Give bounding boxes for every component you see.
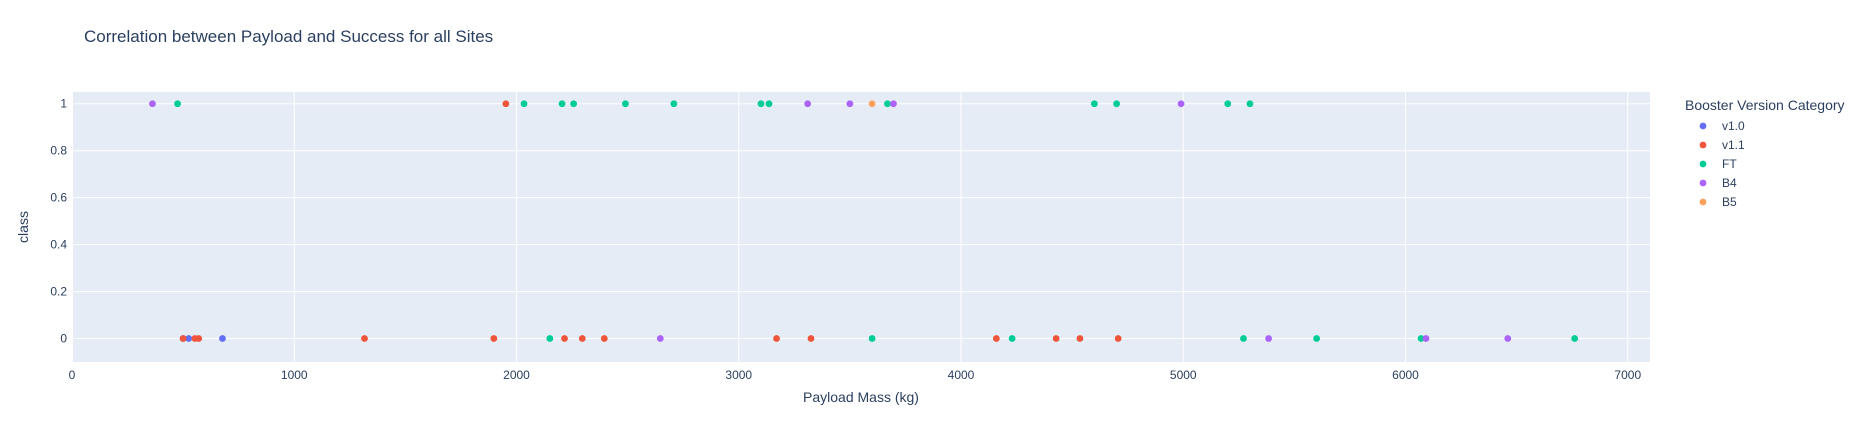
- x-tick-label: 7000: [1614, 368, 1641, 382]
- data-point-b5[interactable]: [868, 100, 876, 108]
- legend-marker: [1699, 160, 1707, 168]
- data-point-v1-1[interactable]: [490, 335, 498, 342]
- data-point-ft[interactable]: [757, 100, 765, 108]
- x-tick-label: 3000: [725, 368, 752, 382]
- data-point-ft[interactable]: [670, 100, 678, 108]
- legend-marker: [1699, 198, 1707, 206]
- x-tick-label: 5000: [1170, 368, 1197, 382]
- data-point-v1-1[interactable]: [195, 335, 203, 342]
- data-point-v1-1[interactable]: [179, 335, 187, 342]
- data-point-b4[interactable]: [846, 100, 854, 108]
- data-point-v1-1[interactable]: [1114, 335, 1122, 342]
- y-tick-label: 0.4: [50, 238, 67, 252]
- data-point-v1-1[interactable]: [1076, 335, 1084, 342]
- data-point-v1-1[interactable]: [600, 335, 608, 342]
- data-point-v1-0[interactable]: [185, 335, 193, 342]
- x-tick-label: 6000: [1392, 368, 1419, 382]
- x-tick-label: 0: [69, 368, 76, 382]
- legend-marker: [1699, 179, 1707, 187]
- data-point-b4[interactable]: [804, 100, 812, 108]
- y-tick-label: 0.6: [50, 191, 67, 205]
- y-tick-label: 0.8: [50, 144, 67, 158]
- data-point-v1-1[interactable]: [361, 335, 368, 342]
- gridlines: [71, 92, 1650, 362]
- data-point-ft[interactable]: [884, 100, 891, 108]
- data-point-b4[interactable]: [1265, 335, 1273, 342]
- data-point-ft[interactable]: [1090, 100, 1098, 108]
- data-point-ft[interactable]: [868, 335, 876, 342]
- legend-item-label[interactable]: B4: [1722, 176, 1737, 190]
- legend-item-label[interactable]: FT: [1722, 157, 1737, 171]
- legend[interactable]: Booster Version Category v1.0 v1.1 FT B4 B5: [1685, 97, 1845, 209]
- data-point-ft[interactable]: [1008, 335, 1016, 342]
- data-point-ft[interactable]: [765, 100, 773, 108]
- data-point-v1-1[interactable]: [992, 335, 1000, 342]
- data-point-ft[interactable]: [520, 100, 528, 108]
- legend-title: Booster Version Category: [1685, 97, 1845, 113]
- data-point-b4[interactable]: [656, 335, 664, 342]
- chart-title: Correlation between Payload and Success …: [84, 27, 493, 46]
- data-point-ft[interactable]: [558, 100, 566, 108]
- data-point-ft[interactable]: [570, 100, 578, 108]
- y-tick-label: 0: [60, 332, 67, 346]
- y-tick-label: 0.2: [50, 285, 67, 299]
- legend-item-label[interactable]: v1.0: [1722, 119, 1745, 133]
- legend-item-label[interactable]: B5: [1722, 195, 1737, 209]
- data-point-b4[interactable]: [1177, 100, 1185, 108]
- data-point-b4[interactable]: [890, 100, 897, 108]
- legend-marker: [1699, 122, 1707, 130]
- data-point-ft[interactable]: [1571, 335, 1579, 342]
- data-point-ft[interactable]: [174, 100, 181, 108]
- y-tick-label: 1: [60, 97, 67, 111]
- data-points: [149, 100, 1579, 342]
- data-point-ft[interactable]: [1246, 100, 1254, 108]
- data-point-ft[interactable]: [1224, 100, 1232, 108]
- x-tick-label: 2000: [503, 368, 530, 382]
- data-point-ft[interactable]: [622, 100, 629, 108]
- data-point-ft[interactable]: [1113, 100, 1120, 108]
- data-point-ft[interactable]: [1240, 335, 1247, 342]
- data-point-b4[interactable]: [149, 100, 156, 108]
- legend-item-label[interactable]: v1.1: [1722, 138, 1745, 152]
- x-tick-label: 1000: [281, 368, 308, 382]
- data-point-ft[interactable]: [1313, 335, 1321, 342]
- legend-marker: [1699, 141, 1707, 149]
- data-point-v1-1[interactable]: [773, 335, 780, 342]
- data-point-b4[interactable]: [1504, 335, 1512, 342]
- data-point-v1-1[interactable]: [561, 335, 568, 342]
- data-point-ft[interactable]: [1417, 335, 1425, 342]
- data-point-v1-1[interactable]: [1052, 335, 1060, 342]
- x-tick-label: 4000: [948, 368, 975, 382]
- y-axis-title: class: [15, 211, 31, 243]
- x-axis-title: Payload Mass (kg): [803, 389, 919, 405]
- data-point-v1-0[interactable]: [219, 335, 226, 342]
- data-point-v1-1[interactable]: [807, 335, 815, 342]
- data-point-b4[interactable]: [1422, 335, 1430, 342]
- axis-ticks: 0 1000 2000 3000 4000 5000 6000 7000 0 0.2 0.4 0.6 0…: [50, 97, 1641, 382]
- data-point-v1-1[interactable]: [578, 335, 586, 342]
- data-point-ft[interactable]: [546, 335, 554, 342]
- data-point-v1-1[interactable]: [502, 100, 510, 108]
- plot-area: [72, 92, 1650, 362]
